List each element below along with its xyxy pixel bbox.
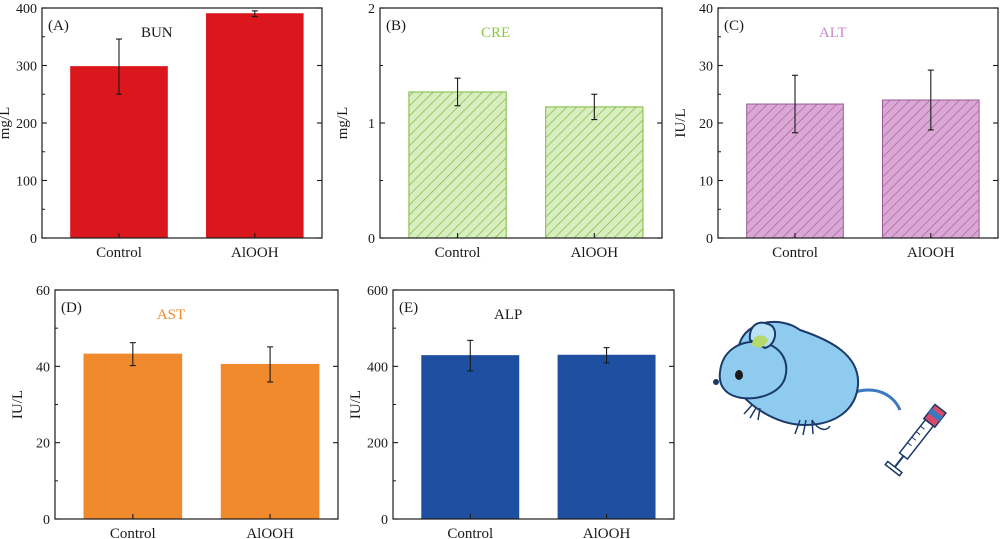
y-axis-label: mg/L [0,107,13,140]
chart-panel-c: 0 10 20 30 40 Control AlOOH IU/L (C) ALT [673,2,999,261]
chart-title: ALP [494,307,522,323]
y-axis-label: IU/L [10,390,26,419]
y-tick-label: 0 [368,232,375,247]
bar-alooh [206,13,304,239]
bar-alooh [545,106,644,239]
y-tick-label: 600 [367,284,388,299]
error-bar-control [792,74,798,134]
y-tick-label: 40 [699,2,713,17]
bar-alooh [557,354,656,520]
y-tick-label: 10 [699,175,713,190]
x-tick-label-alooh: AlOOH [583,526,631,539]
panel-label: (E) [399,300,418,316]
y-tick-label: 30 [699,60,713,75]
y-tick-label: 0 [381,513,388,528]
chart-title: CRE [481,25,510,41]
error-bar-alooh [251,10,258,18]
y-tick-label: 0 [43,513,50,528]
y-tick-label: 1 [368,117,375,132]
chart-panel-a: 0 100 200 300 400 Control AlOOH mg/L (A) BUN [0,2,323,261]
y-tick-label: 200 [367,437,388,452]
error-bar-control [129,342,136,367]
chart-title: ALT [819,25,847,41]
x-tick-label-control: Control [435,245,481,261]
chart-panel-d: 0 20 40 60 Control AlOOH IU/L (D) AST [10,284,339,539]
y-tick-label: 100 [16,175,37,190]
bar-control [408,91,507,239]
chart-title: AST [157,307,185,323]
error-bar-control [116,38,122,95]
y-tick-label: 20 [699,117,713,132]
chart-panel-e: 0 200 400 600 Control AlOOH IU/L (E) ALP [348,284,675,539]
x-tick-label-control: Control [96,245,142,261]
y-tick-label: 60 [36,284,50,299]
error-bar-alooh [267,346,274,383]
panel-label: (B) [386,18,406,34]
y-tick-label: 40 [36,360,50,375]
y-tick-label: 0 [30,232,37,247]
x-tick-label-alooh: AlOOH [246,526,294,539]
bar-control [83,353,183,520]
y-axis-label: IU/L [673,108,689,137]
chart-panel-b: 0 1 2 Control AlOOH mg/L (B) CRE [335,2,663,261]
y-tick-label: 0 [706,232,713,247]
error-bar-alooh [927,69,934,131]
panel-label: (C) [724,18,744,34]
x-tick-label-alooh: AlOOH [231,245,279,261]
y-axis-label: IU/L [348,390,364,419]
bar-alooh [220,363,320,520]
error-bar-control [467,339,474,372]
bar-control [421,355,520,520]
panel-label: (D) [61,300,82,316]
x-tick-label-alooh: AlOOH [571,245,619,261]
error-bar-control [454,77,461,107]
y-tick-label: 400 [16,2,37,17]
mouse-illustration [713,321,902,436]
y-tick-label: 400 [367,360,388,375]
bar-control [70,66,168,239]
x-tick-label-control: Control [772,245,818,261]
error-bar-alooh [591,93,598,121]
error-bar-alooh [603,347,610,364]
panel-label: (A) [48,18,69,34]
y-axis-label: mg/L [335,107,351,140]
y-tick-label: 200 [16,117,37,132]
x-tick-label-control: Control [447,526,493,539]
x-tick-label-control: Control [110,526,156,539]
x-tick-label-alooh: AlOOH [907,245,955,261]
y-tick-label: 20 [36,437,50,452]
chart-title: BUN [141,25,173,41]
y-tick-label: 300 [16,60,37,75]
syringe-icon [884,403,947,477]
y-tick-label: 2 [368,2,375,17]
